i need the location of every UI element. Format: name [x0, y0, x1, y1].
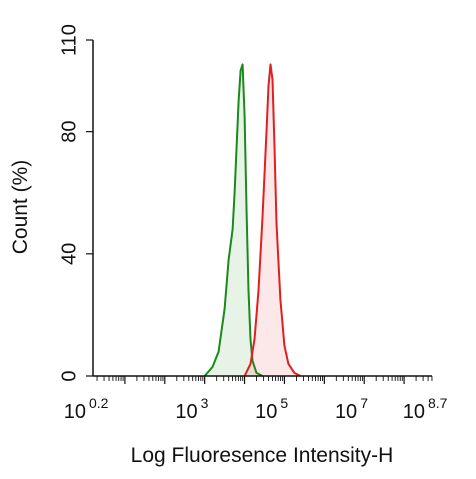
x-axis-title: Log Fluoresence Intensity-H: [131, 444, 394, 467]
x-tick-base: 10: [255, 401, 277, 423]
x-tick-exponent: 7: [360, 395, 368, 411]
y-tick-label: 0: [58, 370, 80, 381]
series-1-line: [243, 63, 301, 377]
y-tick-label: 80: [58, 121, 80, 143]
axis-layer: [92, 40, 432, 377]
x-tick-base: 10: [335, 401, 357, 423]
y-tick-label: 40: [58, 243, 80, 265]
series-layer: [203, 63, 301, 377]
x-tick-exponent: 5: [280, 395, 288, 411]
x-tick-base: 10: [175, 401, 197, 423]
x-tick-base: 10: [64, 401, 86, 423]
x-tick-label: 10 5: [255, 395, 288, 423]
x-tick-base: 10: [403, 401, 425, 423]
y-tick-label: 110: [58, 24, 80, 56]
x-tick-exponent: 0.2: [89, 395, 109, 411]
x-tick-label: 10 7: [335, 395, 368, 423]
series-0-line: [203, 63, 263, 377]
y-axis-title: Count (%): [9, 160, 32, 255]
x-tick-exponent: 8.7: [428, 395, 448, 411]
x-tick-exponent: 3: [201, 395, 209, 411]
x-tick-label: 10 0.2: [64, 395, 109, 423]
x-tick-label: 10 8.7: [403, 395, 448, 423]
x-tick-label: 10 3: [175, 395, 208, 423]
